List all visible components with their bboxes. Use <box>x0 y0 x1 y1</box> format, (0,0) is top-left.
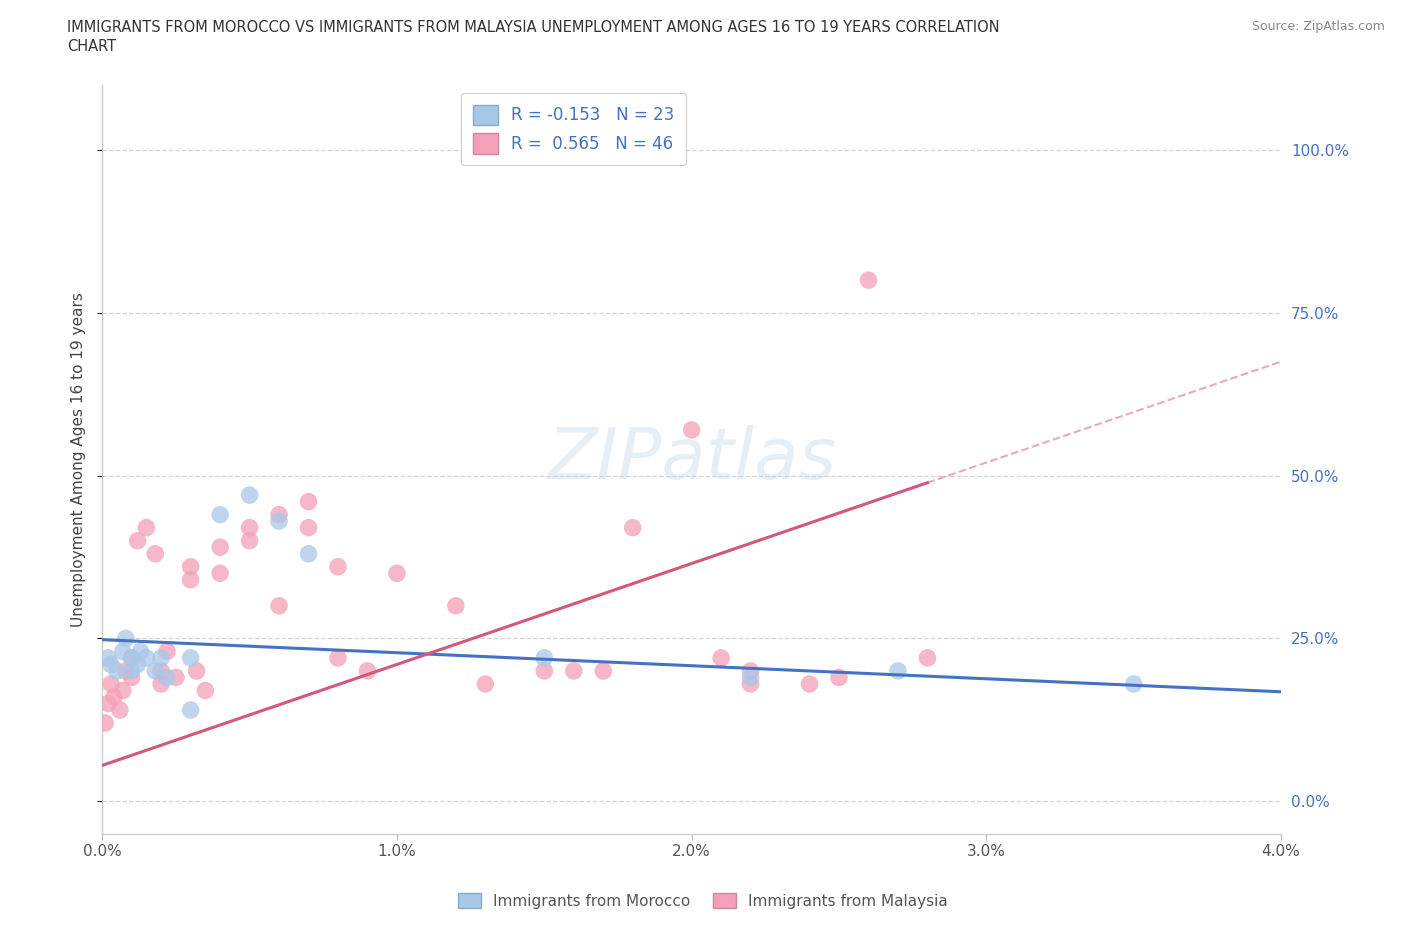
Point <box>828 670 851 684</box>
Point <box>150 650 173 665</box>
Point <box>97 696 120 711</box>
Point <box>180 572 202 587</box>
Point <box>105 663 128 678</box>
Point <box>165 670 187 684</box>
Point <box>799 676 821 691</box>
Point <box>887 663 910 678</box>
Point <box>621 520 644 535</box>
Point <box>740 670 762 684</box>
Y-axis label: Unemployment Among Ages 16 to 19 years: Unemployment Among Ages 16 to 19 years <box>72 292 86 627</box>
Point <box>474 676 496 691</box>
Point <box>97 650 120 665</box>
Point <box>297 494 319 509</box>
Point <box>209 565 232 580</box>
Point <box>150 676 173 691</box>
Point <box>186 663 208 678</box>
Point <box>356 663 378 678</box>
Point <box>533 650 555 665</box>
Point <box>121 663 143 678</box>
Point <box>562 663 585 678</box>
Point <box>444 598 467 613</box>
Point <box>150 663 173 678</box>
Point <box>114 663 136 678</box>
Point <box>156 670 179 684</box>
Point <box>297 520 319 535</box>
Text: ZIPatlas: ZIPatlas <box>547 425 837 494</box>
Point <box>710 650 733 665</box>
Point <box>194 683 217 698</box>
Point <box>180 702 202 717</box>
Legend: Immigrants from Morocco, Immigrants from Malaysia: Immigrants from Morocco, Immigrants from… <box>451 886 955 915</box>
Point <box>239 533 262 548</box>
Legend: R = -0.153   N = 23, R =  0.565   N = 46: R = -0.153 N = 23, R = 0.565 N = 46 <box>461 93 686 166</box>
Text: IMMIGRANTS FROM MOROCCO VS IMMIGRANTS FROM MALAYSIA UNEMPLOYMENT AMONG AGES 16 T: IMMIGRANTS FROM MOROCCO VS IMMIGRANTS FR… <box>67 20 1000 35</box>
Point <box>114 631 136 645</box>
Point <box>121 650 143 665</box>
Point <box>267 513 290 528</box>
Point <box>917 650 939 665</box>
Point <box>533 663 555 678</box>
Point <box>326 650 349 665</box>
Point <box>592 663 614 678</box>
Point <box>681 422 703 437</box>
Point <box>143 546 166 561</box>
Point <box>108 702 131 717</box>
Point <box>121 670 143 684</box>
Point <box>100 676 122 691</box>
Point <box>111 644 134 658</box>
Text: Source: ZipAtlas.com: Source: ZipAtlas.com <box>1251 20 1385 33</box>
Point <box>209 507 232 522</box>
Point <box>267 507 290 522</box>
Point <box>740 676 762 691</box>
Point <box>297 546 319 561</box>
Point <box>180 559 202 574</box>
Point <box>858 272 880 287</box>
Point <box>239 487 262 502</box>
Point <box>326 559 349 574</box>
Point <box>156 644 179 658</box>
Point <box>111 683 134 698</box>
Point <box>143 663 166 678</box>
Point <box>267 598 290 613</box>
Point <box>1122 676 1144 691</box>
Point <box>103 689 125 704</box>
Point <box>135 520 157 535</box>
Point <box>239 520 262 535</box>
Text: CHART: CHART <box>67 39 117 54</box>
Point <box>94 715 117 730</box>
Point <box>121 650 143 665</box>
Point <box>135 650 157 665</box>
Point <box>209 539 232 554</box>
Point <box>100 657 122 671</box>
Point <box>127 533 149 548</box>
Point <box>129 644 152 658</box>
Point <box>127 657 149 671</box>
Point <box>385 565 408 580</box>
Point <box>180 650 202 665</box>
Point <box>740 663 762 678</box>
